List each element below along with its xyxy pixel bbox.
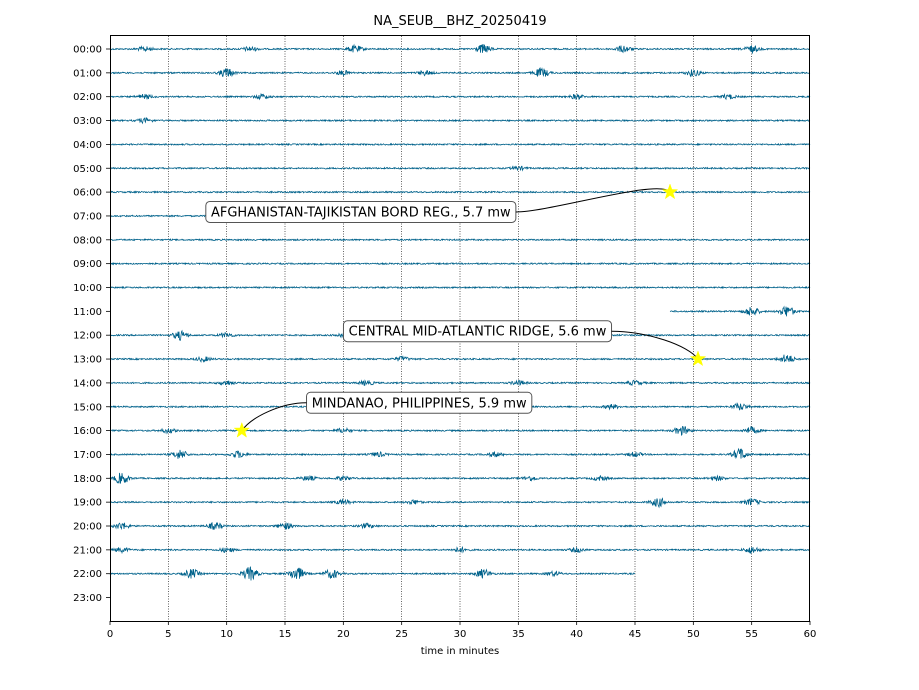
seismic-traces <box>109 43 811 581</box>
event-star-marker <box>689 350 707 367</box>
x-tick-label: 45 <box>629 629 642 640</box>
annotation-connector <box>241 402 307 431</box>
x-tick-label: 0 <box>107 629 113 640</box>
x-axis-label: time in minutes <box>421 646 500 657</box>
trace-0000 <box>109 43 811 55</box>
trace-0100 <box>109 67 811 78</box>
y-tick-label: 06:00 <box>73 188 102 199</box>
y-axis-ticks: 00:00 01:00 02:00 03:00 04:00 05:00 06:00 07:00… <box>73 45 110 604</box>
y-tick-label: 16:00 <box>73 426 102 437</box>
trace-1400 <box>109 379 811 387</box>
y-tick-label: 09:00 <box>73 259 102 270</box>
y-tick-label: 12:00 <box>73 331 102 342</box>
x-tick-label: 40 <box>570 629 583 640</box>
y-tick-label: 10:00 <box>73 283 102 294</box>
y-tick-label: 13:00 <box>73 355 102 366</box>
trace-0600 <box>109 190 811 194</box>
y-tick-label: 00:00 <box>73 45 102 56</box>
x-tick-label: 15 <box>279 629 292 640</box>
y-tick-label: 07:00 <box>73 211 102 222</box>
y-tick-label: 17:00 <box>73 450 102 461</box>
x-tick-label: 25 <box>395 629 408 640</box>
x-axis-ticks: 0 5 10 15 20 25 30 35 40 45 50 55 60 <box>107 621 817 640</box>
trace-2100 <box>109 545 811 555</box>
x-tick-label: 55 <box>745 629 758 640</box>
y-tick-label: 20:00 <box>73 522 102 533</box>
trace-0800 <box>109 238 811 242</box>
y-tick-label: 18:00 <box>73 474 102 485</box>
y-tick-label: 19:00 <box>73 498 102 509</box>
annotation-connector <box>515 188 671 213</box>
x-tick-label: 20 <box>337 629 350 640</box>
trace-1600 <box>109 425 811 436</box>
y-tick-label: 01:00 <box>73 68 102 79</box>
event-star-marker <box>233 421 251 438</box>
trace-1000 <box>109 285 811 290</box>
event-annotations: AFGHANISTAN-TAJIKISTAN BORD REG., 5.7 mw… <box>205 183 707 438</box>
x-tick-label: 10 <box>220 629 233 640</box>
y-tick-label: 15:00 <box>73 402 102 413</box>
event-annotation: MINDANAO, PHILIPPINES, 5.9 mw <box>233 391 533 438</box>
trace-0500 <box>109 165 811 172</box>
event-star-marker <box>661 183 679 200</box>
y-tick-label: 23:00 <box>73 593 102 604</box>
x-tick-label: 35 <box>512 629 525 640</box>
trace-1100 <box>669 305 811 317</box>
trace-0300 <box>109 117 811 125</box>
y-tick-label: 02:00 <box>73 92 102 103</box>
trace-1800 <box>109 472 811 484</box>
x-tick-label: 50 <box>687 629 700 640</box>
event-label: AFGHANISTAN-TAJIKISTAN BORD REG., 5.7 mw <box>211 205 511 220</box>
y-tick-label: 11:00 <box>73 307 102 318</box>
trace-2200 <box>109 566 636 581</box>
x-tick-label: 60 <box>804 629 817 640</box>
trace-0200 <box>109 92 811 101</box>
event-label: CENTRAL MID-ATLANTIC RIDGE, 5.6 mw <box>349 325 607 340</box>
y-tick-label: 21:00 <box>73 545 102 556</box>
annotation-connector <box>611 330 699 360</box>
y-tick-label: 14:00 <box>73 378 102 389</box>
trace-0900 <box>109 261 811 266</box>
y-tick-label: 05:00 <box>73 164 102 175</box>
trace-2000 <box>109 521 811 531</box>
y-tick-label: 03:00 <box>73 116 102 127</box>
trace-0400 <box>109 142 811 147</box>
trace-1300 <box>109 354 811 363</box>
chart-title: NA_SEUB__BHZ_20250419 <box>373 14 546 29</box>
event-label: MINDANAO, PHILIPPINES, 5.9 mw <box>312 396 527 411</box>
event-annotation: AFGHANISTAN-TAJIKISTAN BORD REG., 5.7 mw <box>205 183 679 223</box>
x-tick-label: 5 <box>165 629 171 640</box>
trace-1900 <box>109 497 811 509</box>
y-tick-label: 08:00 <box>73 235 102 246</box>
y-tick-label: 04:00 <box>73 140 102 151</box>
y-tick-label: 22:00 <box>73 569 102 580</box>
event-annotation: CENTRAL MID-ATLANTIC RIDGE, 5.6 mw <box>342 320 707 367</box>
trace-1700 <box>109 447 811 460</box>
x-tick-label: 30 <box>454 629 467 640</box>
